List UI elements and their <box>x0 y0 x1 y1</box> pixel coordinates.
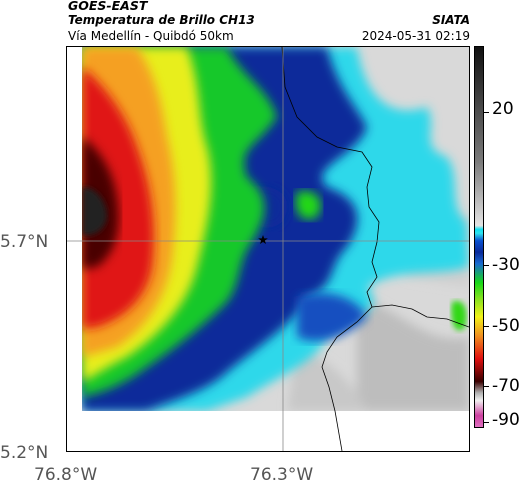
y-tick-label-5-2: 5.2°N <box>0 443 49 463</box>
star-icon <box>258 235 268 244</box>
x-tick-label-76-8: 76.8°W <box>34 465 98 485</box>
colorbar-tick-minus70 <box>484 386 489 387</box>
brightness-temperature-map <box>66 46 470 452</box>
satellite-title: GOES-EAST <box>68 0 148 13</box>
colorbar-tick-minus30 <box>484 265 489 266</box>
x-tick-label-76-3: 76.3°W <box>250 465 314 485</box>
colorbar <box>474 46 484 428</box>
colorbar-label-minus90: -90 <box>492 410 520 430</box>
datetime-label: 2024-05-31 02:19 <box>361 29 470 43</box>
colorbar-label-20: 20 <box>492 99 514 119</box>
colorbar-label-minus50: -50 <box>492 316 520 336</box>
colorbar-tick-minus90 <box>484 422 489 423</box>
y-tick-label-5-7: 5.7°N <box>0 232 49 252</box>
colorbar-label-minus70: -70 <box>492 376 520 396</box>
agency-label: SIATA <box>432 13 470 27</box>
coldest-core <box>82 187 107 236</box>
product-title: Temperatura de Brillo CH13 <box>68 13 255 27</box>
coastline <box>281 47 380 451</box>
colorbar-tick-minus50 <box>484 326 489 327</box>
colorbar-label-minus30: -30 <box>492 255 520 275</box>
colorbar-tick-20 <box>484 112 489 113</box>
region-subtitle: Vía Medellín - Quibdó 50km <box>68 29 234 43</box>
